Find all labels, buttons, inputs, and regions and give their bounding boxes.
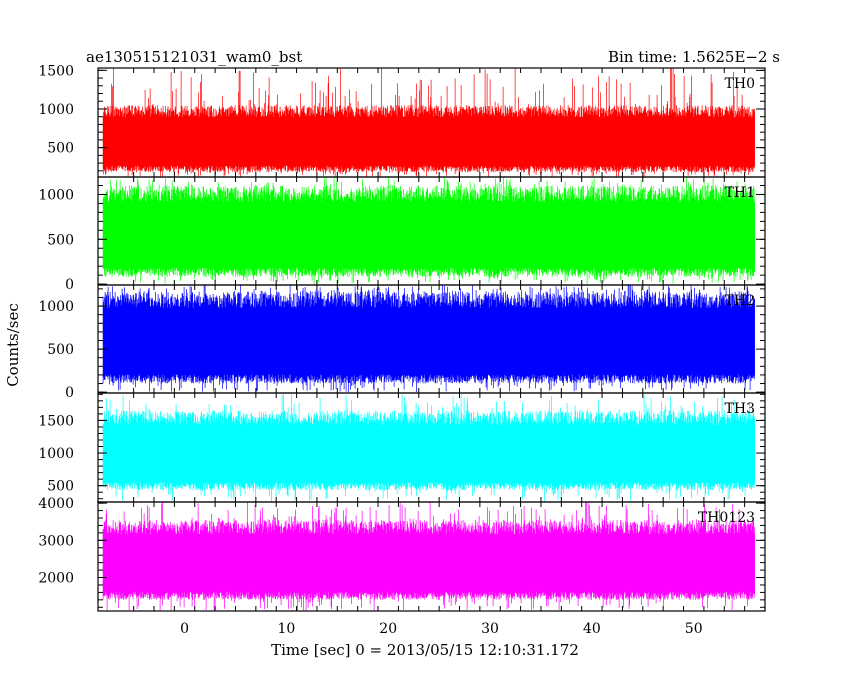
panel-label: TH0123 — [698, 510, 755, 526]
x-tick-label: 50 — [685, 621, 703, 637]
panel-th2: 0 500 1000 TH2 — [38, 284, 766, 401]
figure-title: ae130515121031_wam0_bst — [86, 48, 302, 66]
y-tick-label: 4000 — [38, 496, 74, 512]
y-tick-label: 1500 — [38, 63, 74, 79]
panel-frame — [97, 501, 766, 612]
panel-th1: 0 500 1000 TH1 — [38, 176, 766, 293]
series-th1-curve — [102, 177, 755, 284]
panel-th3: 500 1000 1500 TH3 — [38, 392, 766, 503]
x-tick-label: 40 — [583, 621, 601, 637]
y-tick-label: 500 — [47, 479, 74, 495]
bin-time-label: Bin time: 1.5625E−2 s — [608, 48, 780, 66]
panel-label: TH0 — [725, 76, 755, 92]
y-tick-label: 1500 — [38, 413, 74, 429]
x-tick-label: 10 — [277, 621, 295, 637]
panel-label: TH2 — [725, 293, 755, 309]
series-th0-curve — [102, 68, 755, 177]
panel-label: TH3 — [725, 401, 755, 417]
y-tick-label: 1000 — [38, 299, 74, 315]
y-tick-label: 500 — [47, 232, 74, 248]
y-tick-label: 0 — [65, 277, 74, 293]
series-th3-curve — [102, 393, 755, 502]
y-tick-label: 1000 — [38, 102, 74, 118]
y-tick-label: 3000 — [38, 533, 74, 549]
y-tick-label: 1000 — [38, 187, 74, 203]
panel-label: TH1 — [725, 185, 755, 201]
y-tick-label: 500 — [47, 141, 74, 157]
x-tick-label: 30 — [481, 621, 499, 637]
y-tick-label: 2000 — [38, 571, 74, 587]
y-tick-label: 0 — [65, 385, 74, 401]
y-tick-label: 1000 — [38, 446, 74, 462]
series-th0123-curve — [102, 502, 755, 611]
panel-th0123: 2000 3000 4000 TH0123 — [38, 496, 766, 612]
y-axis-label: Counts/sec — [4, 303, 22, 387]
x-tick-label: 20 — [379, 621, 397, 637]
panel-th0: 500 1000 1500 TH0 — [38, 63, 766, 178]
y-tick-label: 500 — [47, 342, 74, 358]
x-axis-label: Time [sec] 0 = 2013/05/15 12:10:31.172 — [271, 641, 579, 659]
series-th2-curve — [102, 285, 755, 392]
x-tick-label: 0 — [180, 621, 189, 637]
